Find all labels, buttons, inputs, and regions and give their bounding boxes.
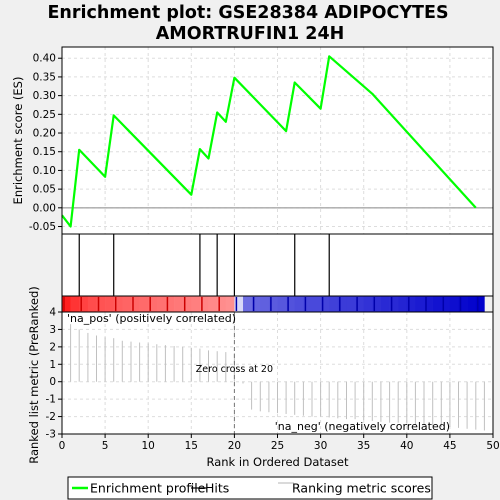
heat-cell bbox=[182, 296, 192, 312]
metric-ytick-label: 0 bbox=[49, 376, 56, 388]
xtick-label: 50 bbox=[486, 440, 499, 452]
heat-cell bbox=[208, 296, 218, 312]
heat-cell bbox=[156, 296, 166, 312]
heat-cell bbox=[475, 296, 485, 312]
rank-heat-strip bbox=[61, 295, 494, 313]
heat-cell bbox=[432, 296, 442, 312]
legend-label: Enrichment profile bbox=[90, 481, 206, 496]
metric-ylabel: Ranked list metric (PreRanked) bbox=[27, 286, 41, 464]
heat-cell bbox=[337, 296, 347, 312]
heat-cell bbox=[458, 296, 468, 312]
es-ytick-label: 0.10 bbox=[33, 165, 56, 177]
negative-label: 'na_neg' (negatively correlated) bbox=[275, 420, 450, 433]
chart-title-line1: Enrichment plot: GSE28384 ADIPOCYTES bbox=[47, 3, 448, 23]
es-ytick-label: 0.30 bbox=[33, 90, 56, 102]
metric-ytick-label: 1 bbox=[49, 359, 56, 371]
heat-cell bbox=[122, 296, 132, 312]
es-ytick-label: 0.40 bbox=[33, 53, 56, 65]
legend-box bbox=[67, 476, 433, 500]
heat-cell bbox=[148, 296, 158, 312]
metric-ytick-label: -3 bbox=[46, 429, 56, 441]
metric-ytick-label: 4 bbox=[49, 307, 56, 319]
heat-cell bbox=[398, 296, 408, 312]
hits-panel bbox=[61, 233, 494, 297]
es-panel: -0.05 0.00 0.05 0.10 0.15 0.20 0.25 0.30 0.35 0.4… bbox=[11, 46, 494, 235]
es-ytick-label: 0.15 bbox=[33, 146, 56, 158]
heat-cell bbox=[346, 296, 356, 312]
hits-frame bbox=[61, 233, 494, 297]
metric-frame bbox=[61, 311, 494, 435]
heat-cell bbox=[311, 296, 321, 312]
es-ylabel: Enrichment score (ES) bbox=[11, 77, 25, 205]
heat-cell bbox=[113, 296, 123, 312]
heat-cell bbox=[105, 296, 115, 312]
es-ytick-label: -0.05 bbox=[29, 221, 56, 233]
positive-label: 'na_pos' (positively correlated) bbox=[67, 312, 236, 325]
enrichment-profile-line bbox=[61, 55, 477, 228]
es-ytick-label: 0.35 bbox=[33, 71, 56, 83]
heat-cell bbox=[467, 296, 477, 312]
metric-ytick-label: -1 bbox=[46, 394, 56, 406]
heat-cell bbox=[243, 296, 252, 312]
es-ytick-label: 0.20 bbox=[33, 128, 56, 140]
heat-cell bbox=[329, 296, 339, 312]
heat-cell bbox=[217, 296, 227, 312]
heat-cell bbox=[87, 296, 97, 312]
heat-cell bbox=[355, 296, 364, 312]
heat-cell bbox=[441, 296, 451, 312]
ranked-metric-panel: 0 5 10 15 20 25 30 35 40 45 50 -3 -2 -1 0 1 2 3 4 Zero cros… bbox=[27, 286, 500, 469]
heat-cell bbox=[174, 296, 183, 312]
heat-cell bbox=[139, 296, 149, 312]
heat-cell bbox=[363, 296, 373, 312]
heat-cell bbox=[234, 296, 244, 312]
heat-cell bbox=[380, 296, 390, 312]
legend-label: Hits bbox=[205, 481, 229, 496]
xtick-label: 35 bbox=[357, 440, 370, 452]
chart-title-line2: AMORTRUFIN1 24H bbox=[156, 24, 345, 44]
heat-cell bbox=[96, 296, 106, 312]
heat-cell bbox=[277, 296, 287, 312]
heat-cell bbox=[424, 296, 433, 312]
heat-cell bbox=[389, 296, 399, 312]
heat-cell bbox=[251, 296, 261, 312]
heat-cell bbox=[268, 296, 278, 312]
xlabel: Rank in Ordered Dataset bbox=[206, 455, 349, 469]
es-ytick-label: 0.25 bbox=[33, 109, 56, 121]
heat-cell bbox=[303, 296, 313, 312]
xtick-label: 30 bbox=[314, 440, 327, 452]
heat-cell bbox=[165, 296, 175, 312]
heat-cell bbox=[70, 296, 80, 312]
es-ytick-label: 0.00 bbox=[33, 202, 56, 214]
legend: Enrichment profile Hits Ranking metric sco… bbox=[67, 476, 433, 500]
heat-cell bbox=[62, 296, 71, 312]
legend-label: Ranking metric scores bbox=[292, 481, 431, 496]
metric-ytick-label: 2 bbox=[49, 341, 56, 353]
heat-cell bbox=[372, 296, 382, 312]
heat-cell bbox=[260, 296, 270, 312]
heat-cell bbox=[130, 296, 140, 312]
xtick-label: 0 bbox=[59, 440, 66, 452]
xtick-label: 20 bbox=[228, 440, 241, 452]
es-ytick-label: 0.05 bbox=[33, 184, 56, 196]
xtick-label: 40 bbox=[400, 440, 413, 452]
xtick-label: 45 bbox=[443, 440, 456, 452]
heat-cell bbox=[79, 296, 89, 312]
heat-cell bbox=[199, 296, 209, 312]
metric-ytick-label: 3 bbox=[49, 324, 56, 336]
heat-cell bbox=[320, 296, 330, 312]
xtick-label: 15 bbox=[185, 440, 198, 452]
metric-ytick-label: -2 bbox=[46, 411, 56, 423]
heat-cell bbox=[191, 296, 201, 312]
heat-cell bbox=[225, 296, 235, 312]
xtick-label: 10 bbox=[142, 440, 155, 452]
heat-cell bbox=[406, 296, 416, 312]
xtick-label: 5 bbox=[102, 440, 109, 452]
heat-cell bbox=[294, 296, 304, 312]
heat-cell bbox=[415, 296, 425, 312]
heat-cell bbox=[449, 296, 459, 312]
heat-cell bbox=[286, 296, 296, 312]
xtick-label: 25 bbox=[271, 440, 284, 452]
zero-cross-label: Zero cross at 20 bbox=[196, 364, 273, 375]
